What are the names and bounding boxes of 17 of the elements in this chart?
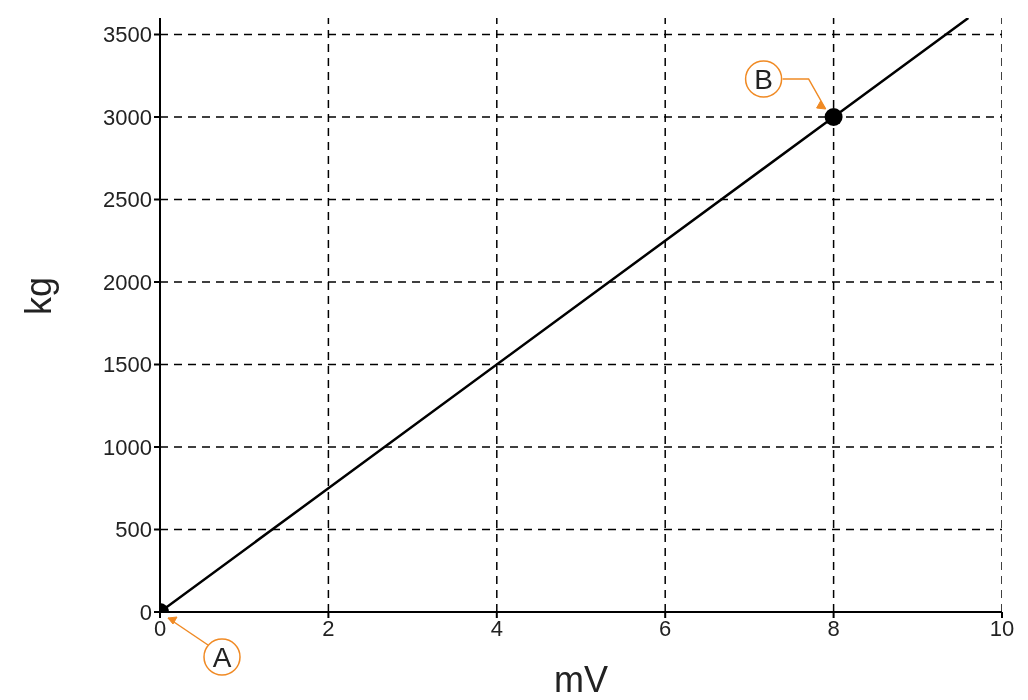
x-tick-label: 8	[827, 615, 840, 641]
y-tick-label: 2500	[103, 187, 152, 213]
y-tick-label: 2000	[103, 269, 152, 295]
y-tick-label: 500	[115, 517, 152, 543]
annotation: A	[212, 642, 232, 673]
y-tick-label: 0	[139, 599, 152, 625]
y-tick-label: 1000	[103, 434, 152, 460]
x-tick-label: 2	[322, 615, 335, 641]
annotation: B	[754, 64, 773, 95]
x-tick-label: 4	[490, 615, 503, 641]
x-tick-label: 10	[989, 615, 1015, 641]
y-axis-title: kg	[17, 276, 59, 315]
y-tick-label: 3000	[103, 104, 152, 130]
y-tick-label: 1500	[103, 352, 152, 378]
x-axis-title: mV	[554, 659, 608, 700]
x-tick-label: 6	[659, 615, 672, 641]
y-tick-label: 3500	[103, 22, 152, 48]
